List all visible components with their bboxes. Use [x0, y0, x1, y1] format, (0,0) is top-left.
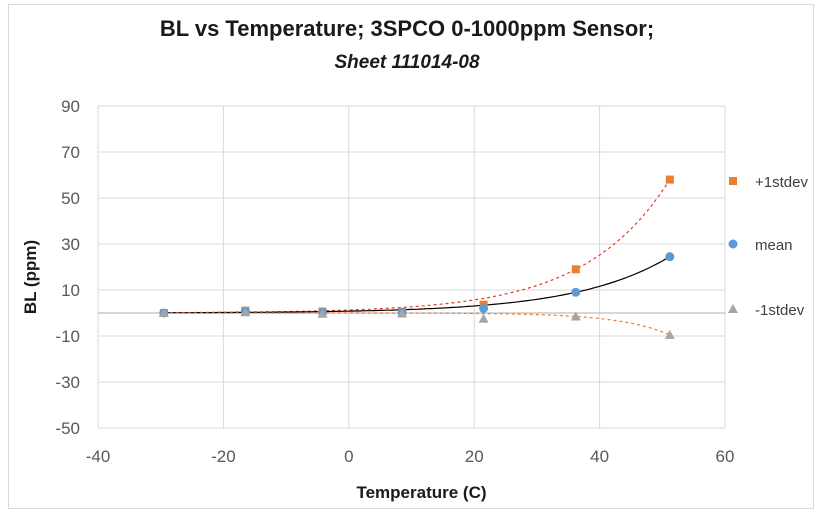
- legend-label-+1stdev: +1stdev: [755, 174, 808, 191]
- data-point-mean: [571, 287, 581, 297]
- y-tick-label: 10: [61, 281, 80, 300]
- legend-label-mean: mean: [755, 237, 793, 254]
- legend-label--1stdev: -1stdev: [755, 302, 805, 319]
- legend-marker-mean: [728, 239, 738, 249]
- y-tick-label: 70: [61, 143, 80, 162]
- x-tick-label: 60: [716, 447, 735, 466]
- x-tick-label: 0: [344, 447, 353, 466]
- data-point--1stdev: [158, 308, 169, 317]
- data-point-mean: [665, 252, 675, 262]
- legend-marker--1stdev: [728, 304, 738, 313]
- data-point-+1stdev: [665, 175, 674, 184]
- y-tick-label: 90: [61, 97, 80, 116]
- x-tick-label: 20: [465, 447, 484, 466]
- y-tick-label: 50: [61, 189, 80, 208]
- chart-subtitle: Sheet 111014-08: [334, 52, 480, 73]
- y-tick-label: -30: [55, 373, 80, 392]
- data-point--1stdev: [570, 311, 581, 321]
- x-tick-label: -40: [86, 447, 111, 466]
- data-point-mean: [479, 303, 489, 313]
- data-point--1stdev: [478, 313, 489, 323]
- x-tick-label: -20: [211, 447, 236, 466]
- trendline-+1stdev: [163, 181, 670, 314]
- legend-marker-+1stdev: [729, 177, 737, 185]
- chart-frame: [8, 4, 814, 509]
- y-tick-label: 30: [61, 235, 80, 254]
- chart-title: BL vs Temperature; 3SPCO 0-1000ppm Senso…: [159, 16, 655, 41]
- data-point-+1stdev: [571, 265, 580, 274]
- y-tick-label: -10: [55, 327, 80, 346]
- data-point--1stdev: [664, 329, 675, 339]
- trendline-mean: [163, 256, 669, 314]
- x-axis-title: Temperature (C): [356, 483, 486, 502]
- data-point--1stdev: [240, 307, 251, 317]
- data-point--1stdev: [317, 308, 328, 318]
- x-tick-label: 40: [590, 447, 609, 466]
- trendline--1stdev: [163, 312, 669, 335]
- y-axis-title: BL (ppm): [21, 240, 40, 314]
- y-tick-label: -50: [55, 419, 80, 438]
- data-point--1stdev: [397, 308, 408, 318]
